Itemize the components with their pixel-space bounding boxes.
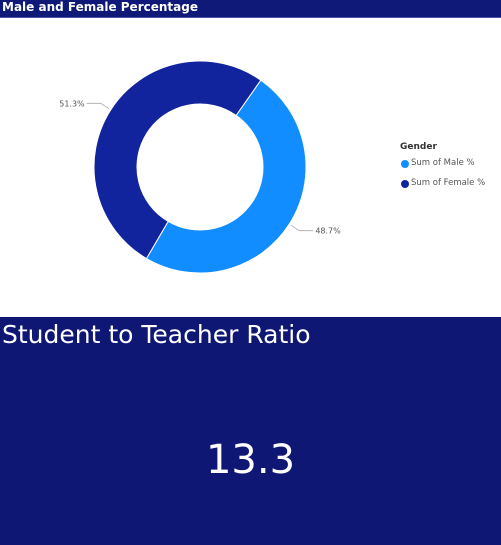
legend-item-male[interactable]: Sum of Male %: [400, 158, 485, 169]
data-label-female: 51.3%: [59, 99, 85, 108]
legend-title: Gender: [400, 142, 437, 152]
donut-slice-male[interactable]: [145, 79, 307, 274]
donut-card-header: Male and Female Percentage: [0, 0, 501, 18]
legend-label-female: Sum of Female %: [411, 178, 486, 188]
legend-item-female[interactable]: Sum of Female %: [400, 178, 485, 189]
legend-label-male: Sum of Male %: [411, 158, 475, 168]
kpi-value: 13.3: [205, 437, 296, 483]
data-label-male: 48.7%: [315, 227, 341, 236]
chart-legend: Gender Sum of Male % Sum of Female %: [400, 141, 485, 198]
legend-swatch-female: [401, 179, 409, 188]
donut-chart: 48.7% 51.3%: [59, 60, 341, 274]
leader-line-male: [290, 224, 314, 232]
donut-card-title: Male and Female Percentage: [2, 0, 198, 14]
legend-swatch-male: [401, 159, 409, 168]
kpi-title: Student to Teacher Ratio: [2, 320, 311, 349]
donut-card: Male and Female Percentage 48.7% 51.3% Ge…: [0, 0, 501, 274]
leader-line-female: [86, 102, 110, 110]
donut-slice-female[interactable]: [93, 60, 262, 260]
kpi-card: Student to Teacher Ratio 13.3: [0, 317, 501, 545]
